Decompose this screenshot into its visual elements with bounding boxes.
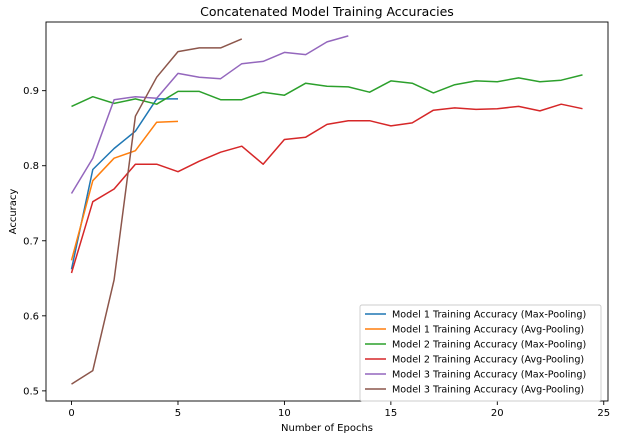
legend-label: Model 2 Training Accuracy (Avg-Pooling)	[392, 355, 584, 366]
legend-label: Model 2 Training Accuracy (Max-Pooling)	[392, 340, 586, 351]
y-tick-label: 0.5	[23, 386, 39, 397]
legend-label: Model 3 Training Accuracy (Max-Pooling)	[392, 370, 586, 381]
x-tick-label: 0	[68, 408, 74, 419]
x-tick-label: 25	[597, 408, 610, 419]
x-tick-label: 5	[175, 408, 181, 419]
plot-area	[45, 21, 609, 402]
chart-title: Concatenated Model Training Accuracies	[200, 4, 454, 19]
legend-label: Model 3 Training Accuracy (Avg-Pooling)	[392, 385, 584, 396]
y-tick-label: 0.8	[23, 161, 39, 172]
series-line-5	[70, 35, 349, 194]
x-tick-label: 10	[278, 408, 291, 419]
series-line-1	[70, 98, 178, 270]
series-line-2	[70, 120, 179, 261]
x-tick-label: 20	[491, 408, 504, 419]
x-axis-label: Number of Epochs	[281, 423, 373, 434]
legend: Model 1 Training Accuracy (Max-Pooling) M…	[359, 304, 602, 402]
y-tick-label: 0.7	[23, 236, 39, 247]
plot-frame	[45, 21, 609, 402]
x-axis: 0 5 10 15 20 25	[68, 401, 610, 419]
y-tick-label: 0.9	[23, 86, 39, 97]
series-layer	[70, 35, 583, 385]
y-tick-label: 0.6	[23, 311, 39, 322]
legend-box	[359, 304, 602, 402]
y-axis-label: Accuracy	[8, 189, 19, 235]
x-tick-label: 15	[384, 408, 397, 419]
series-line-6	[71, 38, 243, 385]
legend-label: Model 1 Training Accuracy (Max-Pooling)	[392, 310, 586, 321]
series-line-3	[71, 74, 583, 108]
series-line-4	[70, 103, 583, 274]
legend-label: Model 1 Training Accuracy (Avg-Pooling)	[392, 325, 584, 336]
y-axis: 0.5 0.6 0.7 0.8 0.9	[23, 86, 46, 397]
